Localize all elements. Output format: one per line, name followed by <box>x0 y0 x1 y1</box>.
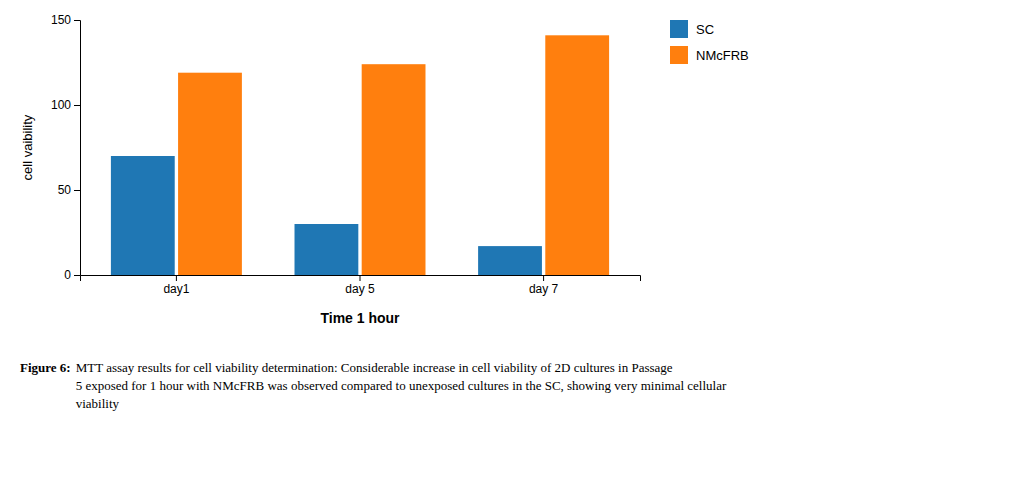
legend: SC NMcFRB <box>670 20 749 64</box>
y-tick: 150 <box>51 13 80 27</box>
y-axis: 0 50 100 150 <box>51 13 81 282</box>
x-axis-line <box>81 276 641 282</box>
legend-item: NMcFRB <box>670 46 749 64</box>
bar <box>545 35 609 275</box>
chart: 0 50 100 150 day1 day 5 day 7 Time 1 hour cell v… <box>0 0 1016 480</box>
legend-label: SC <box>696 22 714 37</box>
y-axis-line <box>74 21 81 276</box>
legend-label: NMcFRB <box>696 48 749 63</box>
y-axis-title: cell vaibility <box>20 114 35 180</box>
caption-line: Figure 6: <box>20 360 71 375</box>
bar <box>478 246 542 275</box>
legend-swatch <box>670 20 688 38</box>
caption-line: viability <box>76 396 120 411</box>
x-tick-mark <box>176 275 177 281</box>
y-tick-mark <box>74 190 80 191</box>
y-tick-mark <box>74 275 80 276</box>
caption-text: Figure 6: <box>20 360 71 375</box>
x-tick-label: day 7 <box>529 282 559 296</box>
bar <box>295 224 359 275</box>
caption-line: 5 exposed for 1 hour with NMcFRB was obs… <box>76 378 727 393</box>
caption-line: MTT assay results for cell viability det… <box>76 360 673 375</box>
x-tick-label: day1 <box>163 282 189 296</box>
y-tick-label: 100 <box>51 98 71 112</box>
bar <box>362 64 426 275</box>
x-tick: day 7 <box>529 275 559 296</box>
x-tick-mark <box>543 275 544 281</box>
y-tick-mark <box>74 105 80 106</box>
y-tick: 100 <box>51 98 80 112</box>
bars <box>111 35 609 275</box>
legend-swatch <box>670 46 688 64</box>
x-tick-mark <box>360 275 361 281</box>
y-tick: 0 <box>64 268 80 282</box>
y-tick-label: 150 <box>51 13 71 27</box>
y-tick-mark <box>74 20 80 21</box>
x-tick: day 5 <box>345 275 375 296</box>
plot: 0 50 100 150 day1 day 5 day 7 Time 1 hour cell v… <box>20 13 749 326</box>
x-axis-title: Time 1 hour <box>320 310 400 326</box>
y-tick: 50 <box>58 183 80 197</box>
y-tick-label: 0 <box>64 268 71 282</box>
caption: Figure 6: MTT assay results for cell viab… <box>20 360 727 411</box>
bar <box>178 73 242 275</box>
y-tick-label: 50 <box>58 183 72 197</box>
caption-text: MTT assay results for cell viability det… <box>76 360 727 411</box>
x-tick-label: day 5 <box>345 282 375 296</box>
x-axis: day1 day 5 day 7 <box>81 275 641 296</box>
x-tick: day1 <box>163 275 189 296</box>
legend-item: SC <box>670 20 714 38</box>
bar <box>111 156 175 275</box>
